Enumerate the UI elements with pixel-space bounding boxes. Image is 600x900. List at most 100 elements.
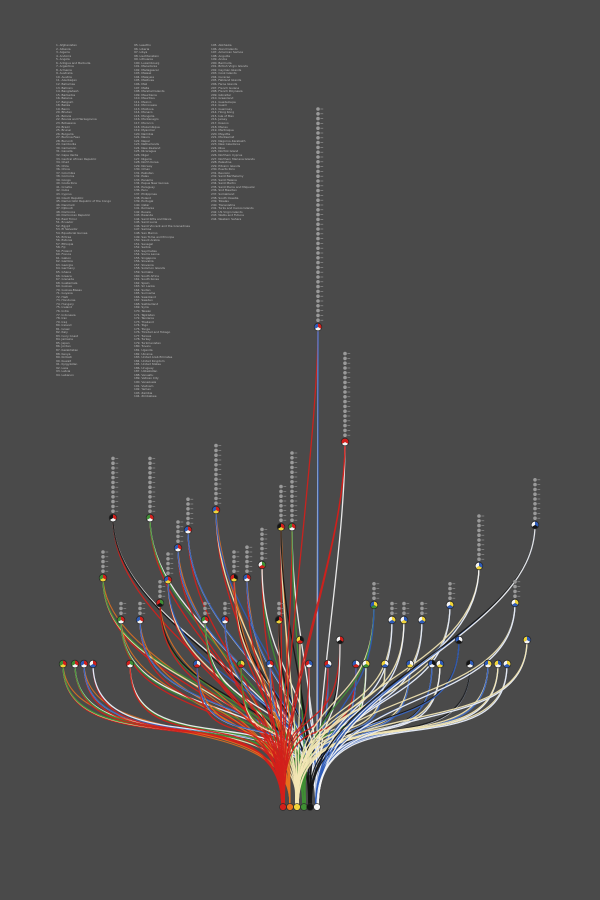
legend-entry: 233. Saint Helena (211, 178, 237, 182)
legend-entry: 163. Sri Lanka (134, 285, 155, 289)
country-dot (148, 466, 152, 470)
country-dot (316, 164, 320, 169)
legend-entry: 141. Romania (134, 207, 154, 211)
legend-entry: 42. Cuba (56, 189, 69, 193)
legend-entry: 118. Mozambique (134, 125, 160, 129)
flag-node (257, 560, 267, 570)
legend-entry: 43. Cyprus (56, 192, 72, 196)
legend-entry: 217. Kosovo (211, 122, 229, 126)
legend-entry: 186. Uruguay (134, 366, 154, 370)
branch-curve (233, 577, 298, 806)
legend-entry: 239. Tokelau (211, 200, 230, 204)
legend-entry: 96. Liberia (134, 47, 150, 51)
legend-entry: 57. Ethiopia (56, 242, 74, 246)
branch-curve (295, 619, 393, 806)
legend-entry: 99. Lithuania (134, 58, 153, 62)
country-dot (316, 304, 320, 308)
legend-entry: 145. Saint Lucia (134, 221, 158, 225)
legend-entry: 137. Philippines (134, 192, 157, 196)
legend-entry: 128. North Korea (134, 161, 159, 165)
country-dot (119, 601, 123, 606)
branch-curve (297, 639, 528, 806)
legend-entry: 243. Wallis and Futuna (211, 214, 244, 218)
legend-entry: 229. Pitcairn Islands (211, 164, 241, 168)
flag-node (502, 659, 512, 669)
legend-entry: 103. Malawi (134, 72, 152, 76)
legend-entry: 199. Aruba (211, 58, 227, 62)
flag-node (192, 659, 202, 669)
country-dot (316, 208, 320, 212)
legend-entry: 240. Transnistria (211, 203, 236, 207)
flag-node (108, 513, 118, 523)
country-dot (290, 456, 294, 460)
country-dot (343, 371, 347, 375)
country-dot (390, 601, 394, 606)
legend-entry: 76. India (56, 310, 69, 314)
legend-entry: 23. Botswana (56, 122, 76, 126)
country-dot (316, 179, 320, 183)
legend-entry: 241. Turks and Caicos Islands (211, 207, 254, 211)
country-dot (245, 569, 249, 573)
country-dot (111, 456, 115, 461)
legend-entry: 161. South Korea (134, 278, 159, 282)
legend-entry: 205. Falkland Islands (211, 79, 242, 83)
legend-entry: 61. Gabon (56, 256, 71, 260)
legend-entry: 237. Somaliland (211, 192, 235, 196)
legend-entry: 130. Oman (134, 168, 151, 172)
legend-entry: 3. Algeria (56, 51, 70, 55)
legend-entry: 142. Russia (134, 210, 151, 214)
legend-entry: 113. Moldova (134, 107, 154, 111)
flag-node (493, 659, 503, 669)
legend-entry: 24. Brazil (56, 125, 70, 129)
country-dot (148, 480, 152, 485)
legend-entry: 125. Nicaragua (134, 150, 157, 154)
flag-node (435, 659, 445, 669)
legend-entry: 226. Northern Cyprus (211, 153, 243, 157)
legend-entry: 78. Iran (56, 317, 68, 321)
flag-node (522, 635, 532, 645)
legend-entry: 44. Czech Republic (56, 196, 84, 200)
legend-entry: 62. Gambia (56, 260, 73, 264)
flag-node (313, 322, 323, 332)
legend-entry: 70. Guinea-Bissau (56, 288, 83, 292)
country-dot (290, 504, 294, 508)
legend-entry: 85. Japan (56, 341, 70, 345)
legend-entry: 58. Fiji (56, 246, 66, 250)
country-dot (290, 475, 294, 479)
country-dot (316, 150, 320, 154)
country-dot (111, 499, 115, 504)
legend-entry: 74. Hungary (56, 302, 74, 306)
legend-entry: 133. Panama (134, 178, 153, 182)
legend-entry: 4. Andorra (56, 54, 72, 58)
country-dot (260, 546, 264, 551)
root-node (313, 803, 321, 811)
country-dot (223, 606, 227, 611)
legend-entry: 225. Norfolk Island (211, 150, 239, 154)
legend-entry: 184. United Kingdom (134, 359, 165, 363)
country-dot (176, 525, 180, 529)
country-dot (290, 465, 294, 470)
country-dot (260, 527, 264, 532)
country-dot (513, 594, 517, 598)
legend-entry: 102. Madagascar (134, 68, 159, 72)
root-node (279, 803, 287, 811)
flag-node (211, 505, 221, 515)
branch-curve (281, 639, 341, 806)
legend-entry: 148. San Marino (134, 231, 158, 235)
country-dot (316, 270, 320, 275)
legend-entry: 115. Mongolia (134, 114, 155, 118)
legend-entry: 2. Albania (56, 47, 71, 51)
country-dot (477, 543, 481, 547)
legend-entry: 224. Niue (211, 146, 225, 150)
country-dot (166, 557, 170, 561)
country-dot (343, 380, 347, 385)
legend-entry: 97. Libya (134, 51, 148, 55)
legend-entry: 46. Denmark (56, 203, 75, 207)
legend-entry: 25. Brunei (56, 129, 71, 133)
country-dot (214, 501, 218, 506)
country-dot (316, 174, 320, 178)
legend-entry: 45. Democratic Republic of the Congo (56, 200, 111, 204)
legend-entry: 194. Zimbabwe (134, 395, 157, 399)
legend-entry: 160. South Africa (134, 274, 159, 278)
country-dot (279, 513, 283, 518)
